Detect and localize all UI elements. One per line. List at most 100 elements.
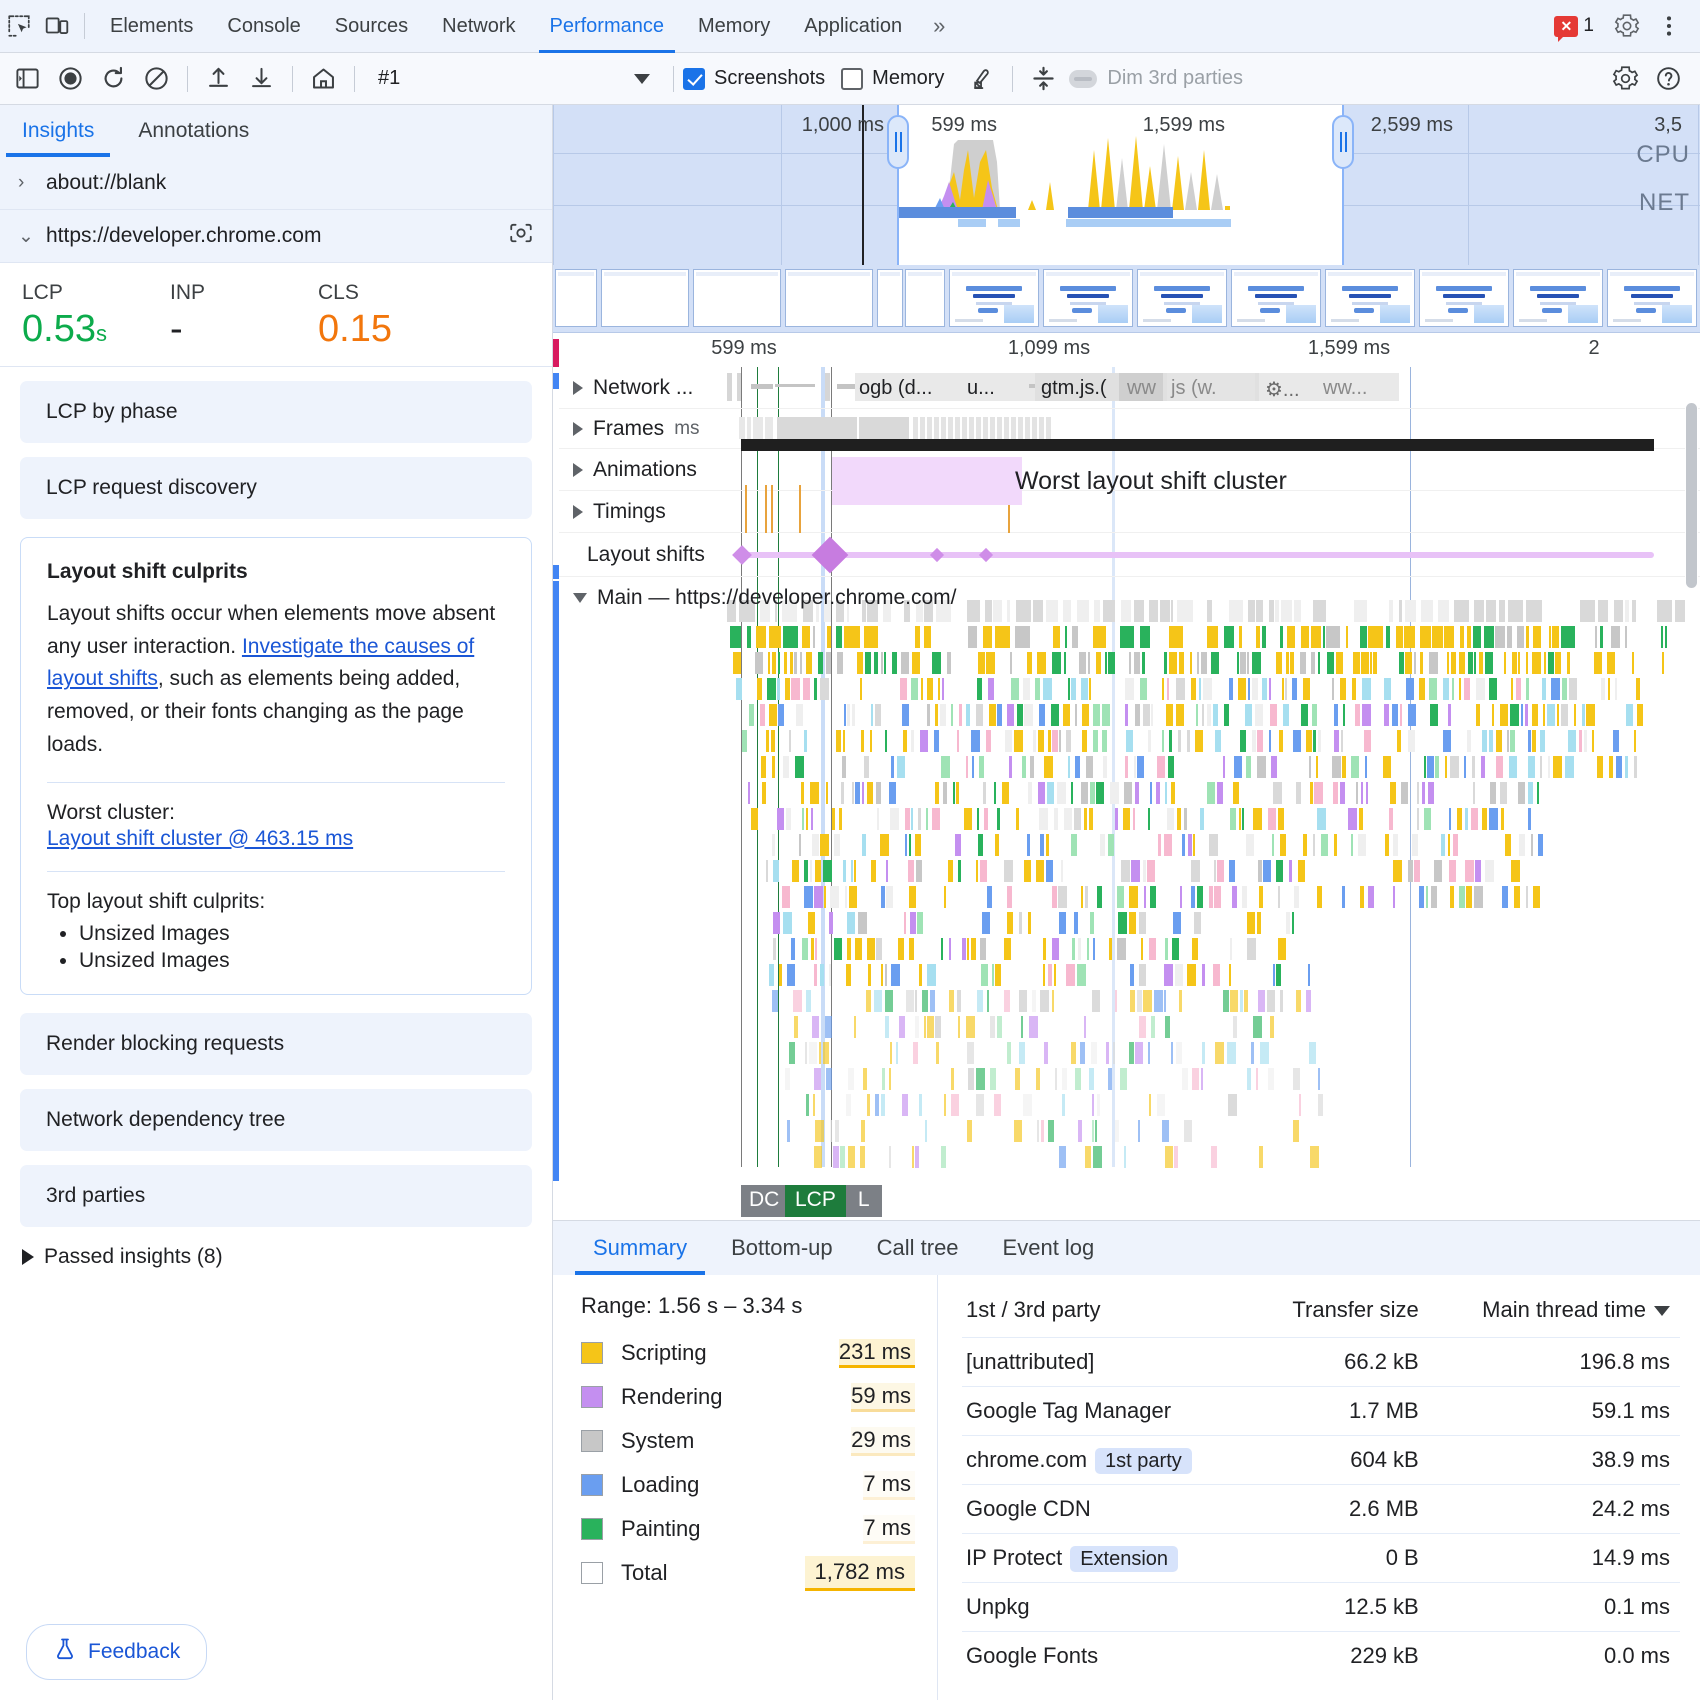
flame-bar[interactable]	[1138, 1120, 1140, 1142]
flame-bar[interactable]	[1540, 730, 1545, 752]
flame-bar[interactable]	[1194, 912, 1201, 934]
flame-bar[interactable]	[1223, 990, 1229, 1012]
flame-bar[interactable]	[1229, 678, 1233, 700]
flame-row[interactable]	[559, 885, 1700, 909]
overview-selection-window[interactable]	[898, 105, 1343, 265]
flame-bar[interactable]	[944, 886, 946, 908]
category-row[interactable]: Scripting 231 ms	[581, 1331, 915, 1375]
flame-bar[interactable]	[811, 808, 813, 830]
flame-bar[interactable]	[1260, 1042, 1269, 1064]
reload-and-record-icon[interactable]	[92, 59, 135, 99]
flame-bar[interactable]	[1084, 1016, 1086, 1038]
flame-bar[interactable]	[1030, 756, 1034, 778]
flame-bar[interactable]	[1526, 652, 1528, 674]
flame-bar[interactable]	[1273, 964, 1275, 986]
track-name-animations[interactable]: Animations	[559, 458, 697, 482]
flame-bar[interactable]	[981, 964, 988, 986]
flame-bar[interactable]	[1516, 678, 1521, 700]
flame-bar[interactable]	[1408, 704, 1416, 726]
flame-bar[interactable]	[1016, 808, 1019, 830]
flame-row[interactable]	[559, 807, 1700, 831]
flame-bar[interactable]	[1071, 834, 1077, 856]
flame-bar[interactable]	[1397, 730, 1401, 752]
flame-scrollbar[interactable]	[1685, 367, 1698, 1220]
tab-application[interactable]: Application	[804, 14, 903, 37]
flame-bar[interactable]	[1140, 678, 1147, 700]
flame-bar[interactable]	[1244, 990, 1248, 1012]
flame-bar[interactable]	[867, 1094, 870, 1116]
flame-bar[interactable]	[986, 730, 991, 752]
flame-bar[interactable]	[1386, 626, 1390, 648]
flame-bar[interactable]	[1537, 782, 1539, 804]
flame-bar[interactable]	[876, 938, 882, 960]
tab-performance[interactable]: Performance	[533, 0, 682, 53]
flame-bar[interactable]	[1149, 938, 1156, 960]
flame-bar[interactable]	[866, 990, 871, 1012]
flame-row[interactable]	[559, 989, 1700, 1013]
flame-bar[interactable]	[837, 652, 843, 674]
flame-bar[interactable]	[1209, 834, 1218, 856]
flame-row[interactable]	[559, 963, 1700, 987]
flame-bar[interactable]	[803, 678, 810, 700]
flame-bar[interactable]	[1239, 808, 1241, 830]
flame-bar[interactable]	[1068, 756, 1070, 778]
flame-bar[interactable]	[1408, 860, 1413, 882]
flame-bar[interactable]	[1109, 938, 1112, 960]
flame-bar[interactable]	[852, 782, 854, 804]
collect-garbage-icon[interactable]	[960, 59, 1003, 99]
flame-bar[interactable]	[1507, 626, 1512, 648]
flame-bar[interactable]	[1113, 1042, 1115, 1064]
flame-bar[interactable]	[1278, 938, 1286, 960]
flame-row[interactable]	[559, 729, 1700, 753]
flame-bar[interactable]	[1361, 652, 1369, 674]
flame-bar[interactable]	[849, 886, 857, 908]
flame-bar[interactable]	[1553, 756, 1562, 778]
flame-bar[interactable]	[1408, 730, 1415, 752]
tab-call-tree[interactable]: Call tree	[876, 1235, 959, 1260]
flame-bar[interactable]	[1048, 1120, 1054, 1142]
flame-bar[interactable]	[813, 626, 815, 648]
flame-bar[interactable]	[1093, 1146, 1102, 1168]
flame-bar[interactable]	[1422, 782, 1425, 804]
flame-bar[interactable]	[757, 678, 762, 700]
flame-bar[interactable]	[1082, 704, 1089, 726]
flame-bar[interactable]	[827, 626, 831, 648]
flame-bar[interactable]	[762, 782, 766, 804]
flame-bar[interactable]	[1368, 886, 1374, 908]
flame-bar[interactable]	[985, 600, 992, 622]
flame-bar[interactable]	[751, 808, 758, 830]
flame-bar[interactable]	[1476, 678, 1485, 700]
flame-bar[interactable]	[1165, 1016, 1170, 1038]
flame-bar[interactable]	[935, 1016, 941, 1038]
flame-bar[interactable]	[1502, 886, 1508, 908]
flame-bar[interactable]	[1102, 730, 1107, 752]
flame-bar[interactable]	[1597, 756, 1603, 778]
flame-bar[interactable]	[1142, 652, 1145, 674]
flame-row[interactable]	[559, 625, 1700, 649]
flame-bar[interactable]	[742, 730, 747, 752]
flame-bar[interactable]	[848, 1068, 854, 1090]
flame-bar[interactable]	[1084, 808, 1087, 830]
flame-bar[interactable]	[1015, 626, 1030, 648]
flame-bar[interactable]	[1224, 626, 1234, 648]
flame-bar[interactable]	[1048, 964, 1052, 986]
table-row[interactable]: chrome.com 1st party 604 kB 38.9 ms	[962, 1435, 1680, 1485]
flame-bar[interactable]	[1464, 756, 1466, 778]
flame-bar[interactable]	[1066, 964, 1075, 986]
flame-bar[interactable]	[1399, 600, 1402, 622]
profile-select[interactable]: #1	[364, 67, 664, 90]
flame-bar[interactable]	[772, 990, 778, 1012]
flame-bar[interactable]	[848, 1146, 855, 1168]
flame-bar[interactable]	[857, 652, 863, 674]
flame-bar[interactable]	[1360, 626, 1367, 648]
flame-bar[interactable]	[1143, 704, 1150, 726]
flame-bar[interactable]	[1459, 886, 1465, 908]
flame-bar[interactable]	[1486, 600, 1496, 622]
flame-bar[interactable]	[803, 600, 813, 622]
flame-bar[interactable]	[1174, 1146, 1178, 1168]
flame-bar[interactable]	[870, 730, 872, 752]
flame-bar[interactable]	[1400, 704, 1402, 726]
flame-bar[interactable]	[861, 1120, 865, 1142]
flame-bar[interactable]	[1280, 626, 1283, 648]
flame-bar[interactable]	[1443, 730, 1451, 752]
